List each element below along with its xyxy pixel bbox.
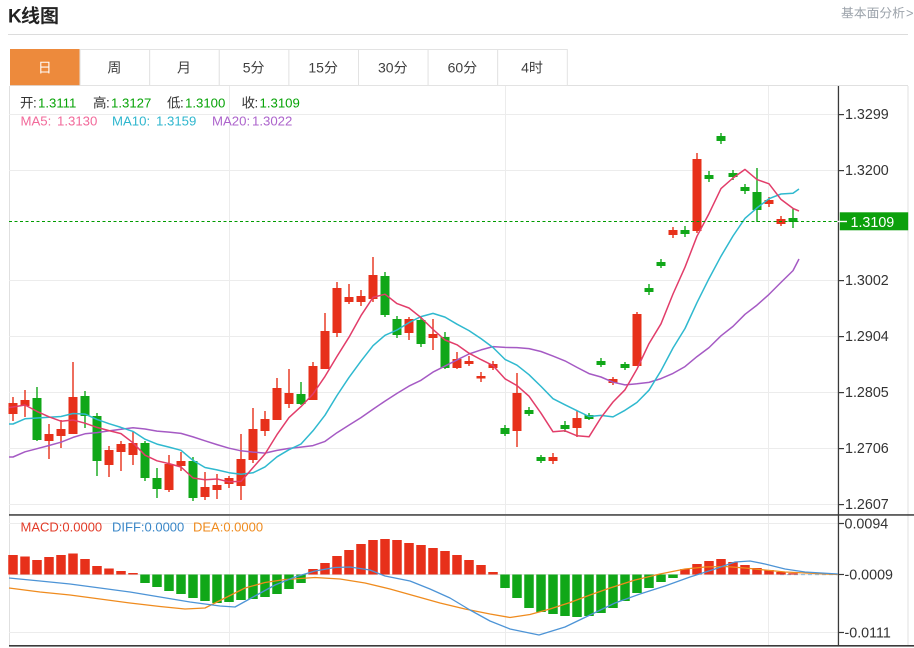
svg-text:1.3130: 1.3130 [57, 114, 97, 129]
svg-text:15: 15 [308, 60, 324, 76]
svg-text:DIFF:0.0000: DIFF:0.0000 [112, 520, 184, 535]
svg-text:1.3299: 1.3299 [845, 107, 889, 123]
svg-text::: : [180, 96, 184, 111]
svg-text:-0.0111: -0.0111 [845, 626, 891, 642]
svg-text:K: K [8, 7, 22, 28]
svg-text:-0.0009: -0.0009 [845, 568, 894, 584]
svg-text:MA10:: MA10: [112, 114, 150, 129]
svg-text:5: 5 [243, 60, 251, 76]
svg-text:1.3109: 1.3109 [851, 215, 895, 231]
svg-text::: : [33, 96, 37, 111]
svg-text:1.3111: 1.3111 [38, 96, 76, 111]
svg-text:DEA:0.0000: DEA:0.0000 [193, 520, 263, 535]
svg-text:1.3109: 1.3109 [260, 96, 300, 111]
svg-text::: : [255, 96, 259, 111]
svg-text:1.3159: 1.3159 [156, 114, 196, 129]
svg-text:1.3022: 1.3022 [252, 114, 292, 129]
svg-text:MACD:0.0000: MACD:0.0000 [21, 520, 103, 535]
svg-text:1.2904: 1.2904 [845, 329, 889, 345]
svg-text:MA20:: MA20: [212, 114, 250, 129]
svg-text:1.2706: 1.2706 [845, 441, 889, 457]
svg-text:0.0094: 0.0094 [845, 517, 889, 533]
svg-text:1.2607: 1.2607 [845, 497, 889, 513]
svg-text:4: 4 [521, 60, 529, 76]
svg-text:30: 30 [378, 60, 394, 76]
svg-text:1.2805: 1.2805 [845, 385, 889, 401]
svg-text:1.3002: 1.3002 [845, 273, 889, 289]
svg-text:1.3127: 1.3127 [111, 96, 151, 111]
svg-text:MA5:: MA5: [21, 114, 52, 129]
svg-text:1.3200: 1.3200 [845, 163, 889, 179]
svg-text:60: 60 [448, 60, 464, 76]
svg-text:>: > [906, 6, 913, 21]
svg-text::: : [106, 96, 110, 111]
svg-text:1.3100: 1.3100 [185, 96, 225, 111]
